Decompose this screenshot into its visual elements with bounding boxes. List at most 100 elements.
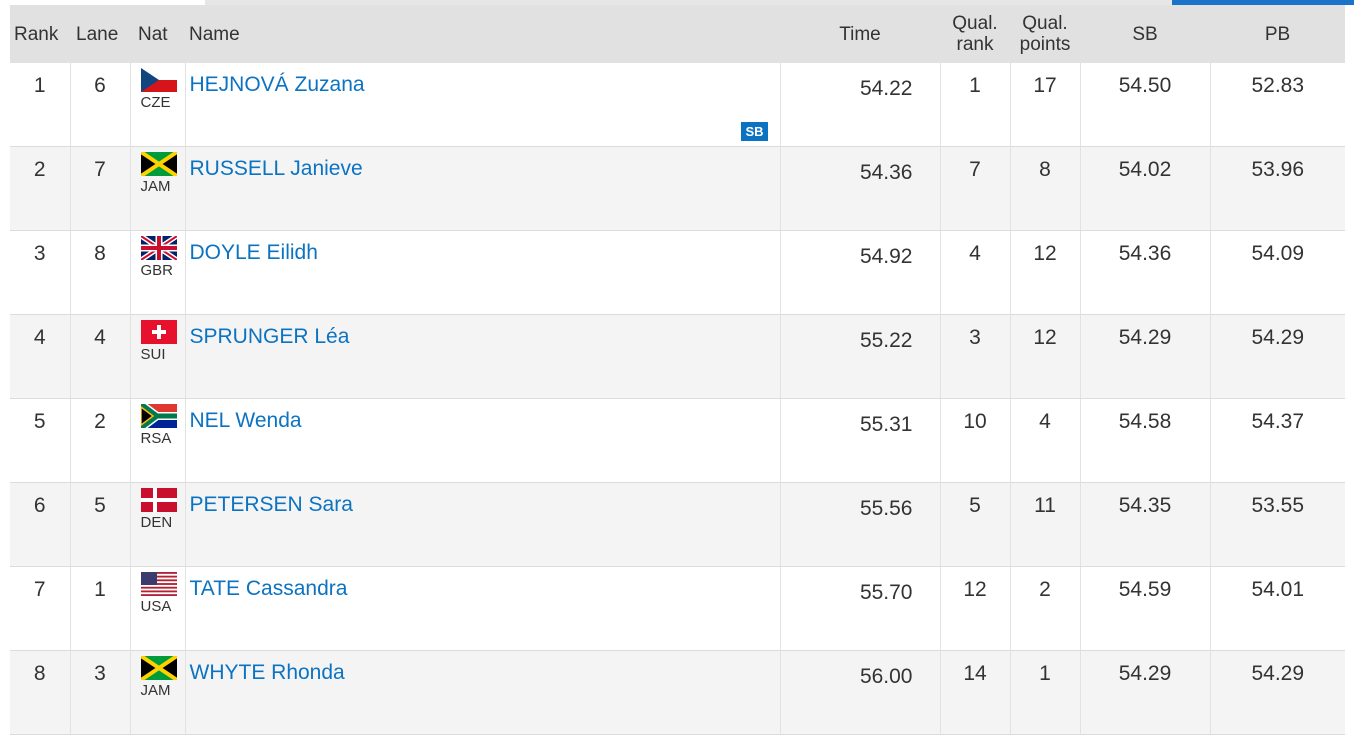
lane: 4 [69, 314, 130, 399]
top-tab [1172, 0, 1354, 5]
athlete-cell: TATE Cassandra [184, 566, 780, 651]
personal-best: 53.96 [1209, 146, 1345, 231]
season-best: 54.02 [1079, 146, 1210, 231]
flag [140, 572, 177, 596]
rank: 6 [10, 482, 70, 567]
nation-code: JAM [140, 178, 171, 195]
result-row: 8 3 JAM WHYTE Rhonda 56.00 14 1 54.29 54.29 [10, 650, 1345, 735]
result-row: 1 6 CZE HEJNOVÁ Zuzana SB 54.22 1 17 54.50 52.83 [10, 63, 1345, 147]
page: Rank Lane Nat Name Time Qual. rank Qual. point… [10, 0, 1354, 735]
qual-rank: 12 [939, 566, 1010, 651]
flag [140, 236, 177, 260]
athlete-name[interactable]: TATE Cassandra [189, 577, 348, 600]
rank: 5 [10, 398, 70, 483]
qual-points: 17 [1009, 63, 1080, 147]
nation-code: CZE [140, 94, 171, 111]
rank: 3 [10, 230, 70, 315]
column-header: Nat [130, 5, 185, 63]
nation: USA [129, 566, 185, 651]
personal-best: 54.29 [1209, 650, 1345, 735]
column-header: Qual. rank [940, 5, 1010, 63]
qual-rank: 4 [939, 230, 1010, 315]
sb-badge: SB [741, 122, 768, 141]
column-header: Name [185, 5, 780, 63]
season-best: 54.36 [1079, 230, 1210, 315]
time: 55.70 [779, 566, 940, 651]
personal-best: 53.55 [1209, 482, 1345, 567]
athlete-cell: WHYTE Rhonda [184, 650, 780, 735]
rank: 1 [10, 63, 70, 147]
season-best: 54.35 [1079, 482, 1210, 567]
result-row: 7 1 USA TATE Cassandra 55.70 12 2 54.59 54.01 [10, 566, 1345, 651]
flag [140, 404, 177, 428]
nation: JAM [129, 650, 185, 735]
nation-code: RSA [140, 430, 172, 447]
lane: 6 [69, 63, 130, 147]
top-bar [205, 0, 1172, 5]
rank: 7 [10, 566, 70, 651]
personal-best: 54.09 [1209, 230, 1345, 315]
athlete-name[interactable]: PETERSEN Sara [189, 493, 353, 516]
athlete-cell: NEL Wenda [184, 398, 780, 483]
flag [140, 656, 177, 680]
time: 55.22 [779, 314, 940, 399]
qual-rank: 5 [939, 482, 1010, 567]
athlete-cell: PETERSEN Sara [184, 482, 780, 567]
flag [140, 488, 177, 512]
column-header: Lane [70, 5, 130, 63]
column-header: Qual. points [1010, 5, 1080, 63]
column-header: SB [1080, 5, 1210, 63]
lane: 2 [69, 398, 130, 483]
lane: 7 [69, 146, 130, 231]
lane: 8 [69, 230, 130, 315]
nation-code: JAM [140, 682, 171, 699]
qual-points: 11 [1009, 482, 1080, 567]
qual-points: 12 [1009, 314, 1080, 399]
athlete-name[interactable]: SPRUNGER Léa [189, 325, 350, 348]
time: 54.36 [779, 146, 940, 231]
season-best: 54.29 [1079, 650, 1210, 735]
athlete-name[interactable]: HEJNOVÁ Zuzana [189, 73, 365, 96]
lane: 3 [69, 650, 130, 735]
flag [140, 152, 177, 176]
season-best: 54.50 [1079, 63, 1210, 147]
rank: 2 [10, 146, 70, 231]
nation-code: SUI [140, 346, 166, 363]
rank: 8 [10, 650, 70, 735]
nation: JAM [129, 146, 185, 231]
season-best: 54.58 [1079, 398, 1210, 483]
time: 55.56 [779, 482, 940, 567]
qual-rank: 14 [939, 650, 1010, 735]
table-body: 1 6 CZE HEJNOVÁ Zuzana SB 54.22 1 17 54.50 52.83 2… [10, 63, 1345, 735]
flag [140, 68, 177, 92]
result-row: 6 5 DEN PETERSEN Sara 55.56 5 11 54.35 53.55 [10, 482, 1345, 567]
qual-rank: 1 [939, 63, 1010, 147]
athlete-name[interactable]: WHYTE Rhonda [189, 661, 345, 684]
athlete-name[interactable]: DOYLE Eilidh [189, 241, 318, 264]
personal-best: 54.01 [1209, 566, 1345, 651]
personal-best: 54.37 [1209, 398, 1345, 483]
qual-rank: 3 [939, 314, 1010, 399]
qual-points: 8 [1009, 146, 1080, 231]
header-row: Rank Lane Nat Name Time Qual. rank Qual. point… [10, 5, 1345, 63]
column-header: Time [780, 5, 940, 63]
result-row: 5 2 RSA NEL Wenda 55.31 10 4 54.58 54.37 [10, 398, 1345, 483]
athlete-cell: SPRUNGER Léa [184, 314, 780, 399]
nation: RSA [129, 398, 185, 483]
nation: CZE [129, 63, 185, 147]
athlete-name[interactable]: RUSSELL Janieve [189, 157, 363, 180]
athlete-cell: DOYLE Eilidh [184, 230, 780, 315]
result-row: 2 7 JAM RUSSELL Janieve 54.36 7 8 54.02 53.96 [10, 146, 1345, 231]
qual-rank: 10 [939, 398, 1010, 483]
athlete-name[interactable]: NEL Wenda [189, 409, 302, 432]
personal-best: 52.83 [1209, 63, 1345, 147]
qual-points: 4 [1009, 398, 1080, 483]
athlete-cell: RUSSELL Janieve [184, 146, 780, 231]
season-best: 54.59 [1079, 566, 1210, 651]
lane: 5 [69, 482, 130, 567]
personal-best: 54.29 [1209, 314, 1345, 399]
lane: 1 [69, 566, 130, 651]
column-header: PB [1210, 5, 1345, 63]
column-header: Rank [10, 5, 70, 63]
athlete-cell: HEJNOVÁ Zuzana SB [184, 63, 780, 147]
